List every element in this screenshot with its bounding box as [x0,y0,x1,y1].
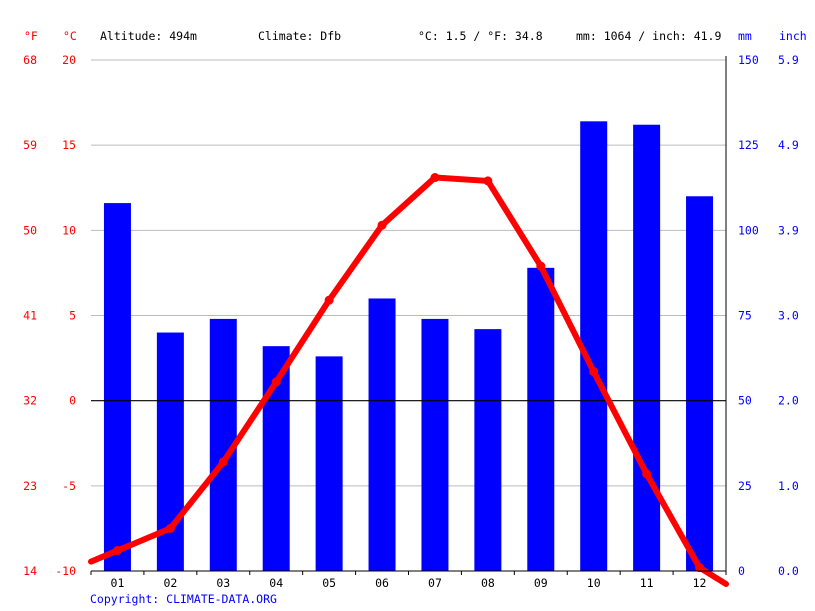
month-tick-label: 11 [640,576,654,590]
celsius-tick-label: 5 [69,309,76,323]
temperature-point [165,523,175,533]
temperature-point [430,173,440,183]
celsius-tick-label: 10 [62,223,76,237]
precipitation-bar [421,318,449,571]
temperature-point [695,563,705,573]
temperature-point [218,457,228,467]
celsius-tick-label: 15 [62,138,76,152]
fahrenheit-tick-label: 41 [23,309,37,323]
x-ticks [90,571,727,575]
fahrenheit-tick-label: 59 [23,138,37,152]
celsius-unit-label: °C [63,29,77,43]
precipitation-bar [527,267,555,571]
inch-tick-label: 3.9 [778,223,799,237]
month-tick-label: 12 [693,576,707,590]
fahrenheit-unit-label: °F [24,29,38,43]
precipitation-bar [580,121,608,571]
month-tick-label: 01 [111,576,125,590]
temperature-line [88,174,729,587]
celsius-tick-label: 0 [69,394,76,408]
axis-labels: 68 20 150 5.959 15 125 4.950 10 100 3.941 5 75 3.032… [23,53,799,590]
precipitation-bar [474,329,502,571]
month-tick-label: 06 [375,576,389,590]
mm-tick-label: 150 [738,53,759,67]
celsius-tick-label: -10 [55,564,76,578]
precipitation-bars [103,121,714,571]
mm-tick-label: 50 [738,394,752,408]
precipitation-bar [315,356,343,571]
temperature-point [112,546,122,556]
temperature-point [536,261,546,271]
total-precipitation-label: mm: 1064 / inch: 41.9 [576,29,721,43]
copyright-link[interactable]: Copyright: CLIMATE-DATA.ORG [90,592,277,606]
fahrenheit-tick-label: 23 [23,479,37,493]
inch-tick-label: 5.9 [778,53,799,67]
fahrenheit-tick-label: 50 [23,223,37,237]
temperature-point [589,367,599,377]
temperature-point [324,295,334,305]
month-tick-label: 02 [163,576,177,590]
precipitation-bar [103,203,131,571]
fahrenheit-tick-label: 68 [23,53,37,67]
inch-tick-label: 0.0 [778,564,799,578]
precipitation-bar [368,298,396,571]
month-tick-label: 09 [534,576,548,590]
precipitation-bar [633,124,661,571]
month-tick-label: 10 [587,576,601,590]
mm-tick-label: 25 [738,479,752,493]
climate-label: Climate: Dfb [258,29,341,43]
temperature-point [271,377,281,387]
inch-tick-label: 1.0 [778,479,799,493]
inch-unit-label: inch [779,29,807,43]
mm-tick-label: 125 [738,138,759,152]
month-tick-label: 03 [216,576,230,590]
month-tick-label: 05 [322,576,336,590]
temperature-series [88,173,729,587]
temperature-point [377,220,387,230]
inch-tick-label: 2.0 [778,394,799,408]
precipitation-bar [686,196,714,571]
mm-tick-label: 100 [738,223,759,237]
temperature-point [483,176,493,186]
temperature-point [642,469,652,479]
inch-tick-label: 4.9 [778,138,799,152]
month-tick-label: 08 [481,576,495,590]
celsius-tick-label: 20 [62,53,76,67]
month-tick-label: 04 [269,576,283,590]
mm-tick-label: 75 [738,309,752,323]
inch-tick-label: 3.0 [778,309,799,323]
mm-tick-label: 0 [738,564,745,578]
celsius-tick-label: -5 [62,479,76,493]
gridlines [91,59,726,572]
mm-unit-label: mm [738,29,752,43]
average-temperature-label: °C: 1.5 / °F: 34.8 [418,29,543,43]
month-tick-label: 07 [428,576,442,590]
fahrenheit-tick-label: 14 [23,564,37,578]
altitude-label: Altitude: 494m [100,29,197,43]
fahrenheit-tick-label: 32 [23,394,37,408]
